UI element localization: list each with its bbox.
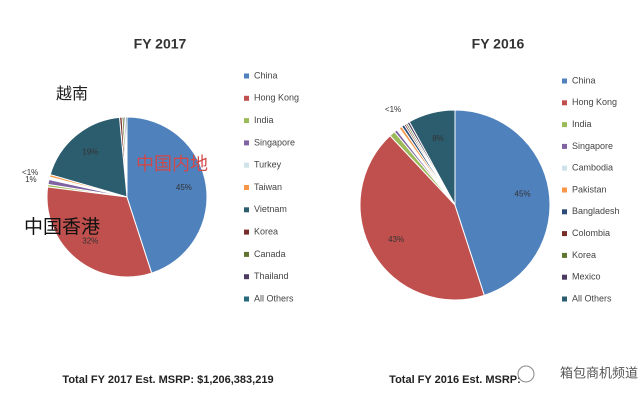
legend-marker bbox=[562, 296, 567, 302]
legend-label: Pakistan bbox=[572, 184, 607, 194]
legend-marker bbox=[562, 187, 567, 193]
data-label: <1% bbox=[385, 105, 401, 114]
data-label: 1% bbox=[25, 175, 37, 184]
legend-label: Korea bbox=[572, 250, 596, 260]
legend-marker bbox=[244, 185, 249, 190]
pie-slice bbox=[126, 116, 208, 274]
legend-label: Taiwan bbox=[254, 182, 282, 192]
annotation: 中国内地 bbox=[136, 154, 208, 174]
footer-total: Total FY 2017 Est. MSRP: $1,206,383,219 bbox=[62, 374, 273, 386]
legend-label: All Others bbox=[572, 293, 612, 303]
legend-marker bbox=[244, 95, 249, 101]
legend-label: Vietnam bbox=[254, 204, 287, 214]
legend-marker bbox=[244, 274, 249, 280]
legend-label: Canada bbox=[254, 249, 286, 259]
pie-slice bbox=[49, 116, 128, 198]
data-label: 43% bbox=[388, 235, 404, 244]
legend-marker bbox=[244, 118, 249, 124]
data-label: 32% bbox=[82, 236, 98, 245]
legend-label: Thailand bbox=[254, 271, 289, 281]
legend-marker bbox=[562, 100, 567, 106]
legend-label: All Others bbox=[254, 293, 294, 303]
legend-label: China bbox=[254, 70, 278, 80]
legend-marker bbox=[244, 251, 249, 257]
data-label: 45% bbox=[515, 189, 531, 198]
watermark-icon bbox=[517, 365, 535, 383]
legend-marker bbox=[244, 296, 249, 302]
legend-marker bbox=[244, 207, 249, 213]
legend-marker bbox=[562, 252, 567, 258]
data-label: 45% bbox=[176, 183, 192, 192]
legend-marker bbox=[562, 231, 567, 237]
annotation: 越南 bbox=[56, 85, 88, 103]
watermark: 箱包商机频道 bbox=[560, 365, 638, 380]
pie-slice bbox=[454, 109, 551, 296]
footer-total: Total FY 2016 Est. MSRP: bbox=[389, 374, 521, 386]
pie-slice bbox=[359, 135, 485, 301]
legend-marker bbox=[244, 140, 249, 146]
data-label: <1% bbox=[22, 168, 38, 177]
chart-title: FY 2017 bbox=[134, 36, 187, 52]
legend-marker bbox=[562, 274, 567, 280]
legend-label: China bbox=[572, 75, 596, 85]
legend-marker bbox=[244, 162, 249, 168]
legend-label: Bangladesh bbox=[572, 206, 620, 216]
legend-marker bbox=[244, 73, 249, 79]
legend-marker bbox=[562, 165, 567, 171]
legend-label: Singapore bbox=[572, 141, 613, 151]
legend-label: Cambodia bbox=[572, 163, 613, 173]
legend-marker bbox=[562, 209, 567, 215]
pie-slice bbox=[46, 186, 153, 278]
legend-label: India bbox=[254, 115, 274, 125]
chart-title: FY 2016 bbox=[472, 36, 525, 52]
legend-label: Colombia bbox=[572, 228, 610, 238]
legend-marker bbox=[244, 229, 249, 235]
legend-label: Turkey bbox=[254, 160, 282, 170]
legend-marker bbox=[562, 78, 567, 84]
legend-label: Hong Kong bbox=[572, 97, 617, 107]
legend-label: Hong Kong bbox=[254, 93, 299, 103]
data-label: 19% bbox=[82, 148, 98, 157]
legend-label: India bbox=[572, 119, 592, 129]
legend-marker bbox=[562, 122, 567, 128]
legend-label: Mexico bbox=[572, 272, 601, 282]
data-label: 8% bbox=[432, 134, 444, 143]
legend-label: Singapore bbox=[254, 137, 295, 147]
annotation: 中国香港 bbox=[24, 216, 100, 238]
legend-label: Korea bbox=[254, 226, 278, 236]
legend-marker bbox=[562, 143, 567, 149]
